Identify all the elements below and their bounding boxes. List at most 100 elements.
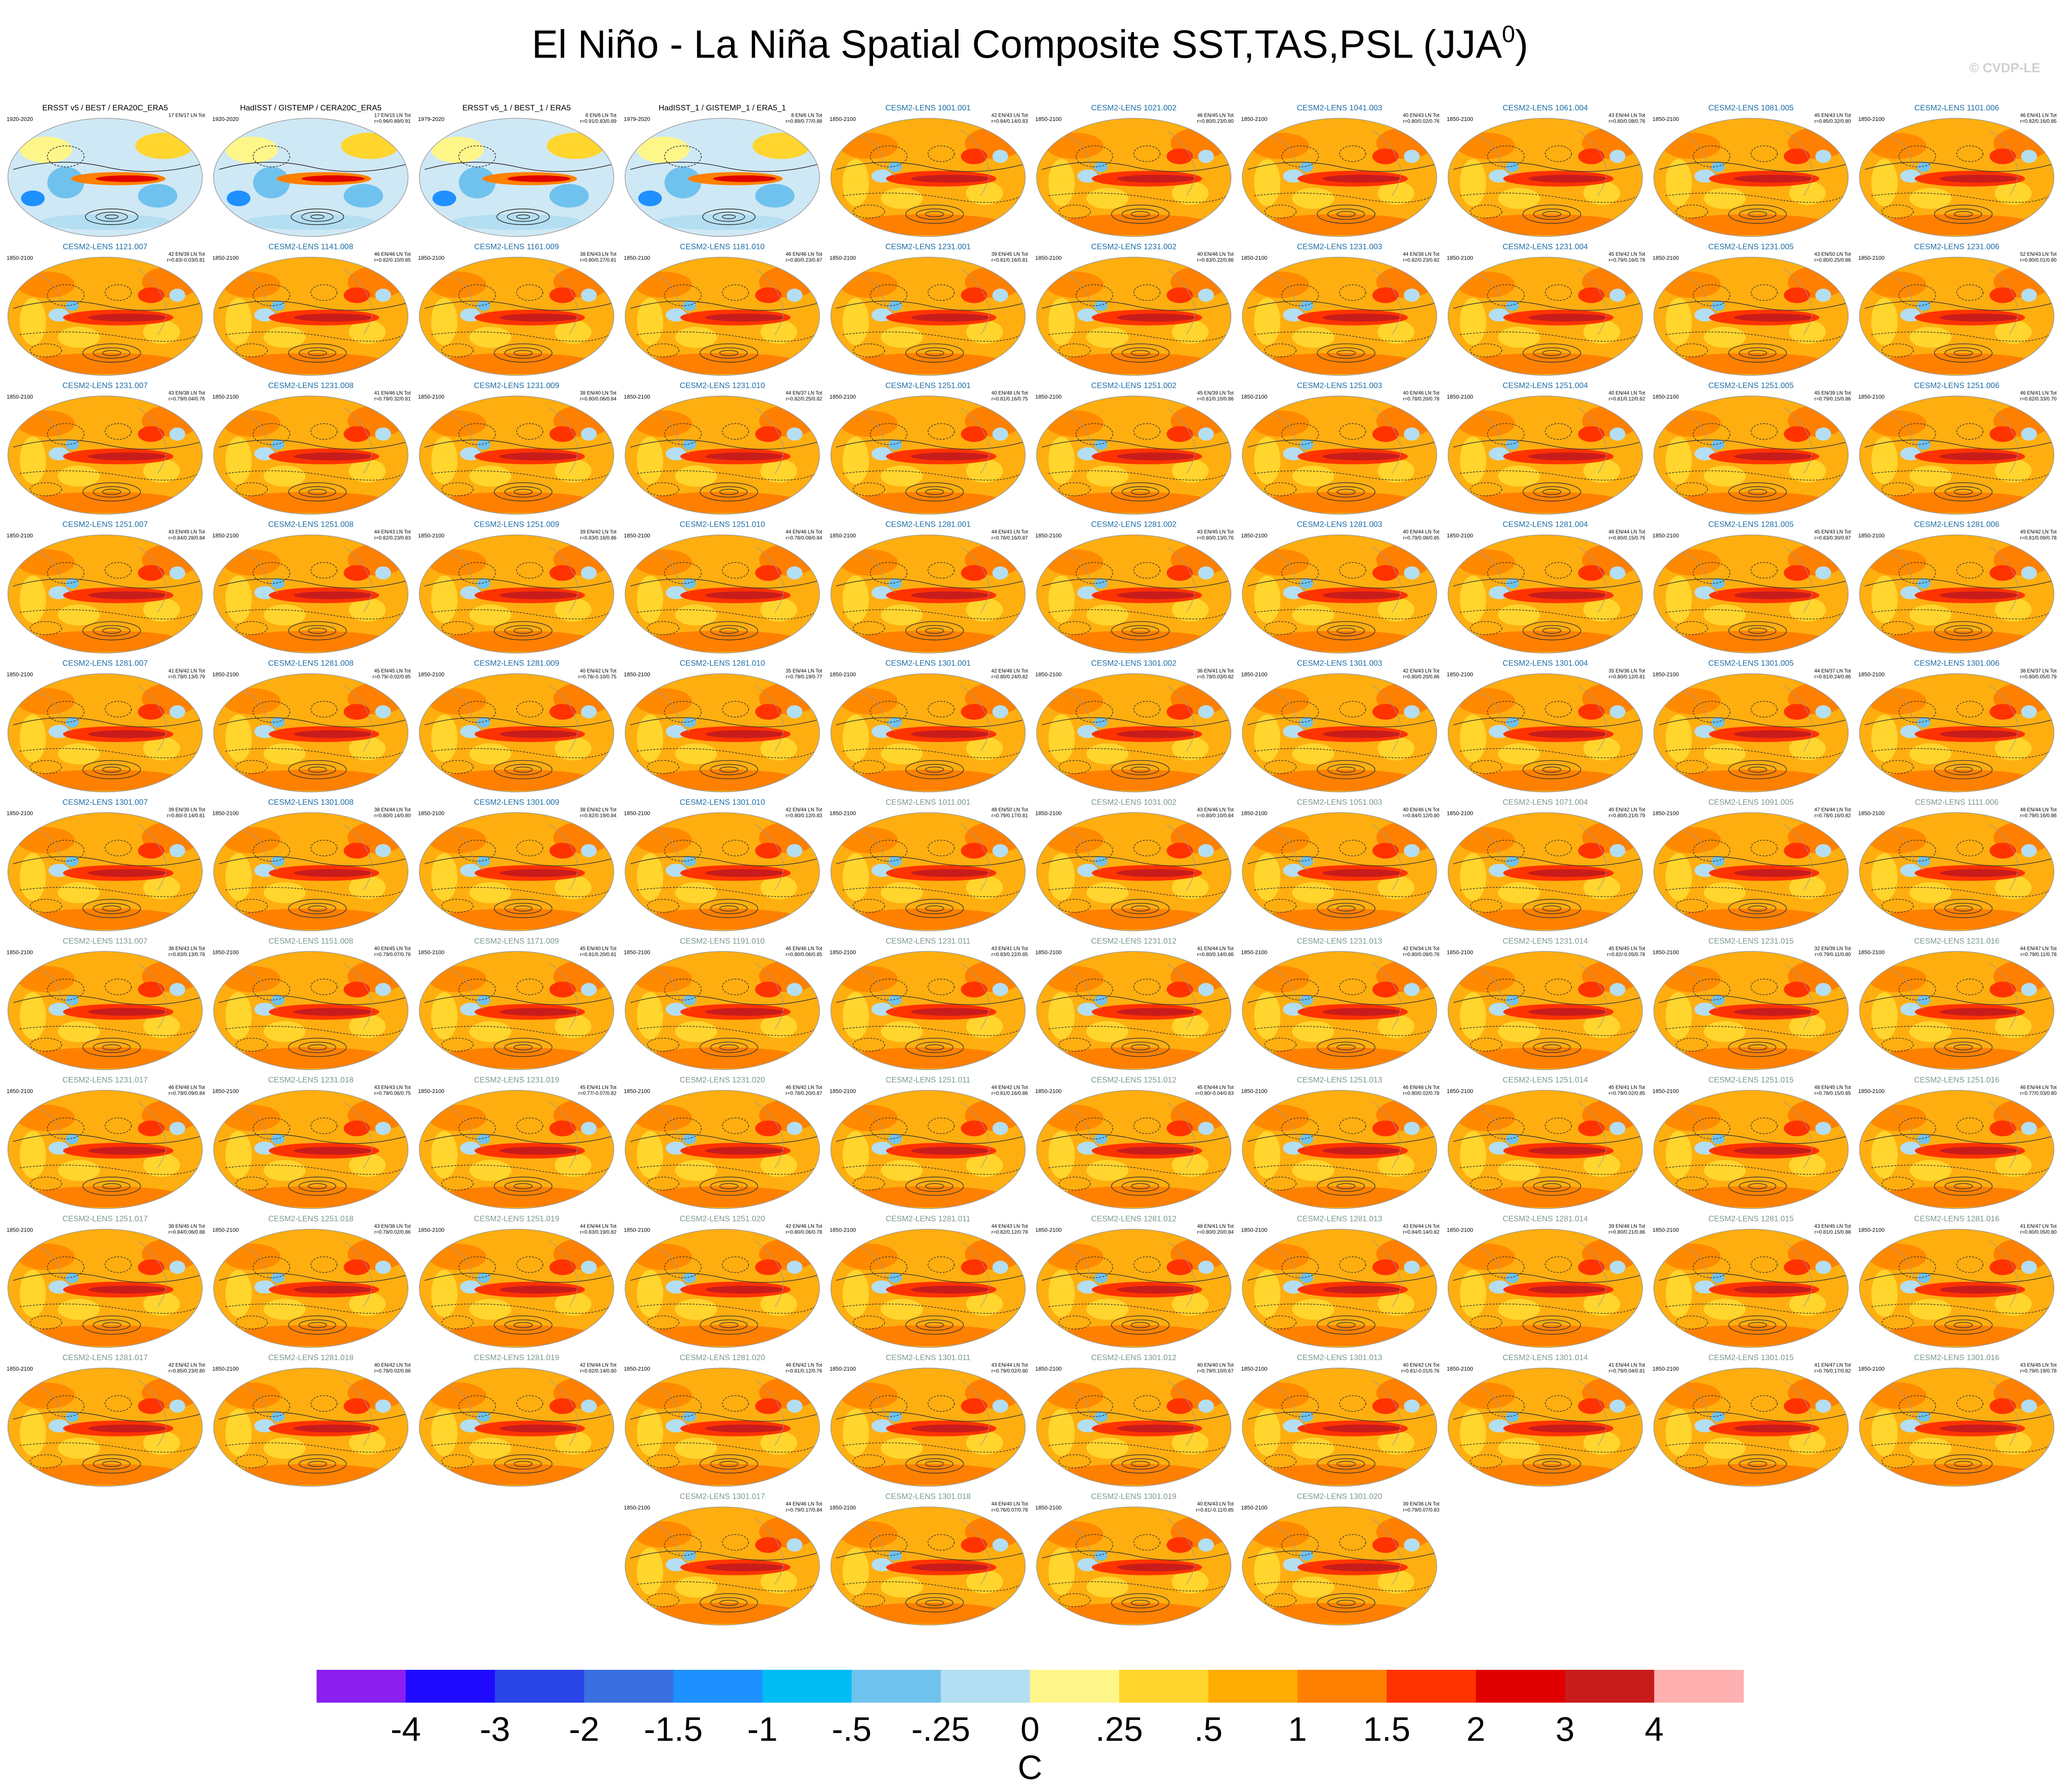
panel: HadISST / GISTEMP / CERA20C_ERA51920-202… bbox=[212, 103, 411, 238]
panel-period: 1850-2100 bbox=[212, 810, 239, 817]
map bbox=[212, 1228, 410, 1349]
panel-counts: 43 EN/46 LN Tot bbox=[1197, 806, 1234, 812]
panel-period: 1850-2100 bbox=[1447, 1088, 1473, 1094]
map bbox=[830, 1505, 1027, 1626]
panel-counts: 40 EN/40 LN Tot bbox=[1197, 1362, 1234, 1368]
panel-counts: 8 EN/6 LN Tot bbox=[791, 113, 822, 118]
panel-period: 1850-2100 bbox=[830, 810, 856, 817]
map bbox=[212, 672, 410, 793]
map bbox=[1858, 811, 2055, 932]
panel: CESM2-LENS 1231.018 1850-2100 43 EN/43 LN … bbox=[212, 1075, 411, 1210]
panel: CESM2-LENS 1251.008 1850-2100 44 EN/43 LN … bbox=[212, 520, 411, 654]
panel-period: 1850-2100 bbox=[1858, 1227, 1885, 1233]
panel: CESM2-LENS 1251.001 1850-2100 40 EN/48 LN … bbox=[830, 381, 1028, 515]
map bbox=[1035, 256, 1232, 377]
panel-counts: 46 EN/46 LN Tot bbox=[786, 251, 822, 257]
panel-counts: 40 EN/44 LN Tot bbox=[1609, 390, 1645, 396]
panel: CESM2-LENS 1301.012 1850-2100 40 EN/40 LN … bbox=[1035, 1353, 1234, 1487]
panel-correlation: r=0.84/0.12/0.80 bbox=[1403, 812, 1440, 818]
panel-counts: 32 EN/39 LN Tot bbox=[1814, 946, 1851, 951]
panel-correlation: r=0.81/0.12/0.76 bbox=[786, 1368, 822, 1374]
colorbar-tick-label: .25 bbox=[1096, 1710, 1143, 1748]
panel-title: CESM2-LENS 1251.010 bbox=[680, 520, 765, 529]
panel-correlation: r=0.85/0.23/0.80 bbox=[169, 1368, 205, 1374]
panel-correlation: r=0.81/0.24/0.86 bbox=[1814, 674, 1851, 680]
panel-counts: 45 EN/39 LN Tot bbox=[1197, 390, 1234, 396]
panel-title: CESM2-LENS 1301.014 bbox=[1503, 1353, 1588, 1362]
map bbox=[624, 533, 821, 654]
panel-correlation: r=0.78/0.08/0.84 bbox=[786, 535, 822, 541]
panel-period: 1850-2100 bbox=[1241, 254, 1267, 261]
panel-title: CESM2-LENS 1031.002 bbox=[1091, 798, 1177, 806]
colorbar-swatch bbox=[1565, 1669, 1655, 1703]
panel-correlation: r=0.81/0.16/0.86 bbox=[991, 1090, 1028, 1096]
panel: CESM2-LENS 1231.003 1850-2100 44 EN/38 LN … bbox=[1241, 242, 1440, 377]
map bbox=[7, 256, 204, 377]
panel-period: 1850-2100 bbox=[1447, 671, 1473, 678]
panel-counts: 39 EN/45 LN Tot bbox=[991, 251, 1028, 257]
panel-correlation: r=0.78/0.20/0.87 bbox=[786, 1090, 822, 1096]
panel-correlation: r=0.83/0.13/0.78 bbox=[169, 951, 205, 957]
panel-title: CESM2-LENS 1231.007 bbox=[62, 381, 148, 390]
panel-period: 1850-2100 bbox=[418, 671, 445, 678]
map bbox=[830, 950, 1027, 1071]
panel-correlation: r=0.78/0.16/0.82 bbox=[1814, 812, 1851, 818]
map bbox=[1447, 1089, 1644, 1210]
panel-title: CESM2-LENS 1231.016 bbox=[1914, 936, 2000, 945]
panel-counts: 47 EN/44 LN Tot bbox=[1814, 806, 1851, 812]
panel-title: CESM2-LENS 1281.002 bbox=[1091, 520, 1177, 529]
panel-counts: 44 EN/37 LN Tot bbox=[1814, 668, 1851, 674]
panel-period: 1850-2100 bbox=[624, 1505, 650, 1511]
panel-period: 1850-2100 bbox=[418, 394, 445, 400]
panel-period: 1920-2020 bbox=[212, 116, 239, 122]
panel-correlation: r=0.80/0.13/0.76 bbox=[1197, 535, 1234, 541]
panel-counts: 52 EN/43 LN Tot bbox=[2020, 251, 2057, 257]
panel-title: CESM2-LENS 1251.018 bbox=[268, 1214, 354, 1223]
panel-counts: 44 EN/42 LN Tot bbox=[991, 1085, 1028, 1090]
panel: CESM2-LENS 1051.003 1850-2100 40 EN/46 LN … bbox=[1241, 798, 1440, 932]
panel-correlation: r=0.83/0.19/0.82 bbox=[580, 1229, 616, 1235]
map bbox=[624, 117, 821, 238]
panel-counts: 43 EN/50 LN Tot bbox=[1814, 251, 1851, 257]
panel-correlation: r=0.80/0.23/0.80 bbox=[1197, 118, 1234, 124]
panel: CESM2-LENS 1231.020 1850-2100 46 EN/42 LN … bbox=[624, 1075, 822, 1210]
panel-counts: 44 EN/40 LN Tot bbox=[991, 1501, 1028, 1507]
colorbar-swatch bbox=[673, 1669, 763, 1703]
panel-correlation: r=0.82/0.33/0.70 bbox=[2020, 396, 2057, 402]
panel-period: 1850-2100 bbox=[1653, 533, 1679, 539]
panel-counts: 40 EN/42 LN Tot bbox=[580, 668, 616, 674]
panel-counts: 46 EN/41 LN Tot bbox=[2020, 390, 2057, 396]
panel-period: 1850-2100 bbox=[1035, 394, 1062, 400]
panel-period: 1850-2100 bbox=[1241, 1088, 1267, 1094]
panel-correlation: r=0.96/0.89/0.91 bbox=[374, 118, 410, 124]
colorbar-swatch bbox=[1030, 1669, 1120, 1703]
map bbox=[1035, 533, 1232, 654]
panel-period: 1850-2100 bbox=[1241, 394, 1267, 400]
panel-period: 1850-2100 bbox=[1447, 1227, 1473, 1233]
panel-title: CESM2-LENS 1301.011 bbox=[886, 1353, 970, 1362]
panel-period: 1850-2100 bbox=[1035, 1366, 1062, 1372]
map bbox=[830, 672, 1027, 793]
map bbox=[624, 950, 821, 1071]
panel-counts: 42 EN/42 LN Tot bbox=[169, 1362, 205, 1368]
panel: CESM2-LENS 1231.015 1850-2100 32 EN/39 LN … bbox=[1653, 936, 1851, 1071]
panel-period: 1979-2020 bbox=[624, 116, 650, 122]
panel: CESM2-LENS 1041.003 1850-2100 40 EN/43 LN … bbox=[1241, 103, 1440, 238]
panel: CESM2-LENS 1161.009 1850-2100 38 EN/43 LN … bbox=[418, 242, 617, 377]
panel-correlation: r=0.79/0.07/0.83 bbox=[1403, 1507, 1440, 1513]
panel-period: 1850-2100 bbox=[7, 254, 33, 261]
panel-period: 1850-2100 bbox=[1035, 1505, 1062, 1511]
panel-correlation: r=0.80/0.25/0.86 bbox=[1814, 257, 1851, 263]
panel-counts: 46 EN/42 LN Tot bbox=[786, 1085, 822, 1090]
panel-correlation: r=0.79/0.04/0.76 bbox=[169, 396, 205, 402]
panel-period: 1850-2100 bbox=[1447, 810, 1473, 817]
colorbar-swatch bbox=[1119, 1669, 1209, 1703]
panel-correlation: r=0.81/0.12/0.82 bbox=[1609, 396, 1645, 402]
panel-period: 1850-2100 bbox=[830, 1227, 856, 1233]
panel-title: CESM2-LENS 1251.011 bbox=[886, 1075, 970, 1084]
colorbar-tick-label: -1 bbox=[747, 1710, 778, 1748]
panel-period: 1850-2100 bbox=[418, 254, 445, 261]
panel: CESM2-LENS 1251.018 1850-2100 43 EN/38 LN … bbox=[212, 1214, 411, 1349]
panel-period: 1850-2100 bbox=[1653, 254, 1679, 261]
panel-counts: 46 EN/46 LN Tot bbox=[786, 946, 822, 951]
